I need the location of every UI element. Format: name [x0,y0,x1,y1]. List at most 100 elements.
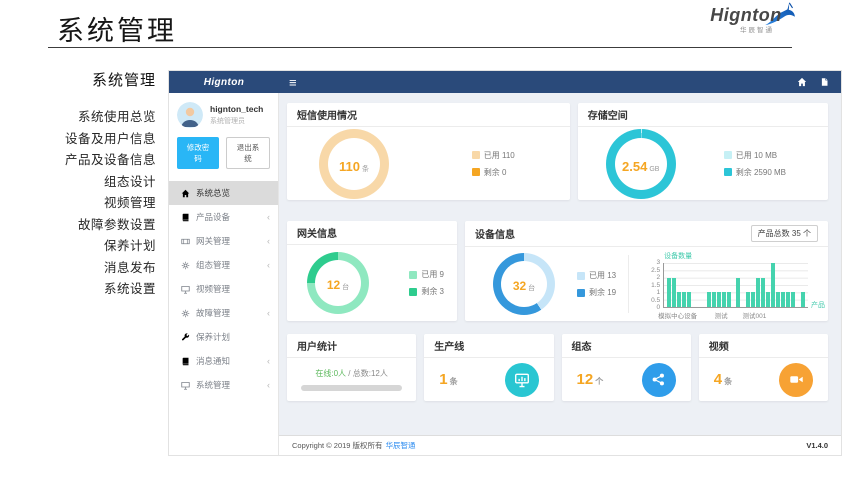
sidebar-item-overview[interactable]: 系统总览 [169,181,278,205]
device-unit: 台 [528,285,536,292]
sidebar-item-gateway[interactable]: 网关管理 ‹ [169,229,278,253]
user-role: 系统管理员 [210,118,245,125]
storage-legend: 已用 10 MB 剩余 2590 MB [723,150,786,178]
card-title: 网关信息 [287,221,457,245]
config-unit: 个 [595,377,604,386]
menu-toggle-icon[interactable]: ≡ [289,74,297,90]
chevron-left-icon: ‹ [267,355,270,366]
book-icon [181,213,190,222]
sidebar-item-label: 系统管理 [196,380,231,390]
legend-swatch [409,287,418,296]
file-icon[interactable] [820,77,829,87]
legend-swatch [723,168,732,176]
outer-menu-item-product-device[interactable]: 产品及设备信息 [64,153,156,167]
legend-label: 剩余 2590 MB [735,167,786,177]
home-icon [181,189,190,198]
video-value: 4 [713,371,723,388]
outer-menu-item-message[interactable]: 消息发布 [103,260,156,275]
chevron-left-icon: ‹ [267,235,270,246]
sidebar-item-system[interactable]: 系统管理 ‹ [169,373,278,397]
production-value: 1 [439,371,448,388]
storage-value: 2.54 [622,158,648,174]
page-title: 系统管理 [57,16,177,46]
company-link[interactable]: 华辰智通 [385,441,416,450]
gear-icon [181,309,190,318]
sidebar-item-config[interactable]: 组态管理 ‹ [169,253,278,277]
legend-swatch [723,151,732,159]
sidebar: hignton_tech 系统管理员 修改密码 退出系统 系统总览 产品设备 [169,93,279,455]
chevron-left-icon: ‹ [267,307,270,318]
device-legend: 已用 13 剩余 19 [577,270,616,298]
outer-menu-item-device-user[interactable]: 设备及用户信息 [64,131,156,146]
main-content: 短信使用情况 110 条 已用 110 剩余 0 存储空间 [279,93,841,455]
outer-menu-item-fault-params[interactable]: 故障参数设置 [77,217,156,232]
sidebar-item-maintenance[interactable]: 保养计划 [169,325,278,349]
antelope-icon [765,2,795,26]
card-device: 设备信息 产品总数 35 个 32 台 已用 13 剩余 19 设 [465,221,828,321]
film-icon [181,237,190,246]
sidebar-item-label: 组态管理 [196,260,231,270]
chevron-left-icon: ‹ [267,259,270,270]
config-value: 12 [576,371,594,388]
bar-chart-bars [664,263,808,307]
monitor-icon [181,285,190,294]
device-value: 32 [512,279,527,293]
production-line-icon [504,362,539,397]
card-title: 视频 [698,334,828,358]
legend-swatch [471,151,480,159]
hignton-logo: Hignton 华辰智通 [692,2,800,34]
card-config: 组态 12 个 [561,334,691,401]
card-gateway: 网关信息 12 台 已用 9 剩余 3 [287,221,457,321]
card-storage: 存储空间 2.54 GB 已用 10 MB 剩余 2590 MB [577,103,828,200]
bar-chart-plot [663,263,808,308]
home-icon[interactable] [797,77,807,87]
legend-label: 剩余 3 [421,287,444,296]
legend-label: 剩余 0 [483,167,507,177]
sms-legend: 已用 110 剩余 0 [471,150,515,178]
outer-menu-item-settings[interactable]: 系统设置 [103,282,156,296]
copyright-text: Copyright © 2019 版权所有 [292,441,383,450]
sidebar-item-message[interactable]: 消息通知 ‹ [169,349,278,373]
storage-unit: GB [649,165,660,173]
legend-label: 已用 9 [421,270,444,279]
card-title: 设备信息 [475,230,515,241]
card-title: 短信使用情况 [287,103,570,127]
share-nodes-icon [641,362,676,397]
sidebar-item-label: 视频管理 [196,284,231,294]
legend-label: 已用 110 [483,150,515,160]
production-unit: 条 [449,377,458,386]
legend-label: 已用 13 [589,271,617,280]
legend-label: 剩余 19 [589,288,617,297]
avatar [177,102,203,128]
outer-menu-item-maintenance[interactable]: 保养计划 [103,239,156,253]
sidebar-item-label: 网关管理 [196,236,231,246]
outer-menu-header: 系统管理 [91,72,156,89]
outer-menu-item-config-design[interactable]: 组态设计 [103,174,156,189]
outer-menu-item-video[interactable]: 视频管理 [103,196,156,210]
sidebar-item-label: 故障管理 [196,308,231,318]
sidebar-item-fault[interactable]: 故障管理 ‹ [169,301,278,325]
sidebar-item-video[interactable]: 视频管理 [169,277,278,301]
chevron-left-icon: ‹ [267,379,270,390]
change-password-button[interactable]: 修改密码 [177,137,219,169]
chart-ylabel: 设备数量 [664,253,693,260]
chevron-left-icon: ‹ [267,211,270,222]
product-bar-chart: 设备数量 3 2.5 2 1.5 1 0.5 0 模拟中心设备 测试 测试001 产品 [641,247,828,321]
sms-unit: 条 [361,165,369,173]
sidebar-menu: 系统总览 产品设备 ‹ 网关管理 ‹ 组态管理 ‹ [169,181,278,397]
video-unit: 条 [724,377,733,386]
sidebar-item-label: 产品设备 [196,212,231,222]
logout-button[interactable]: 退出系统 [226,137,270,169]
sidebar-item-label: 系统总览 [196,188,231,198]
gateway-unit: 台 [342,284,350,291]
monitor-icon [181,381,190,390]
sidebar-item-product-device[interactable]: 产品设备 ‹ [169,205,278,229]
chart-xlabel: 产品 [811,302,825,309]
outer-menu-item-overview[interactable]: 系统使用总览 [77,110,156,124]
username: hignton_tech [210,104,264,114]
sidebar-item-label: 消息通知 [196,356,231,366]
user-panel: hignton_tech 系统管理员 修改密码 退出系统 [169,93,278,171]
card-title: 组态 [561,334,691,358]
